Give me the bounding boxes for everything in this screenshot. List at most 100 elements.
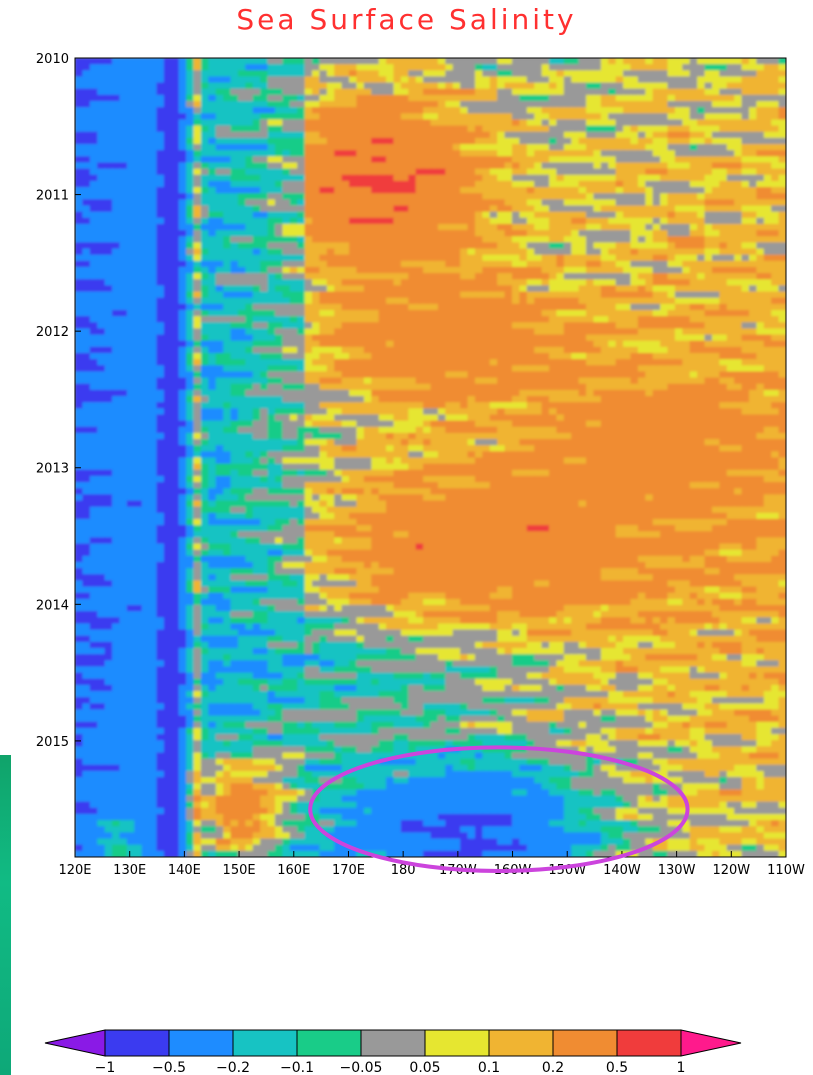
heatmap-cell bbox=[460, 371, 469, 379]
heatmap-cell bbox=[778, 156, 786, 164]
heatmap-cell bbox=[630, 371, 639, 379]
heatmap-cell bbox=[141, 162, 150, 170]
heatmap-cell bbox=[586, 125, 595, 133]
heatmap-cell bbox=[600, 88, 610, 96]
heatmap-cell bbox=[408, 346, 417, 354]
heatmap-cell bbox=[215, 125, 224, 133]
heatmap-cell bbox=[341, 101, 350, 108]
heatmap-cell bbox=[637, 174, 647, 182]
heatmap-cell bbox=[600, 346, 610, 354]
heatmap-cell bbox=[541, 353, 550, 360]
heatmap-cell bbox=[163, 150, 173, 158]
heatmap-cell bbox=[97, 260, 106, 268]
heatmap-cell bbox=[282, 168, 291, 176]
heatmap-cell bbox=[149, 150, 158, 158]
heatmap-cell bbox=[186, 285, 195, 293]
heatmap-cell bbox=[386, 248, 395, 256]
heatmap-cell bbox=[578, 242, 587, 250]
heatmap-cell bbox=[489, 101, 498, 108]
heatmap-cell bbox=[556, 353, 565, 360]
heatmap-cell bbox=[104, 236, 113, 244]
heatmap-cell bbox=[297, 113, 306, 121]
heatmap-cell bbox=[586, 168, 595, 176]
heatmap-cell bbox=[563, 125, 573, 133]
heatmap-cell bbox=[134, 162, 143, 170]
heatmap-cell bbox=[208, 334, 217, 342]
heatmap-cell bbox=[312, 371, 321, 379]
heatmap-cell bbox=[149, 217, 158, 225]
heatmap-cell bbox=[667, 150, 676, 158]
heatmap-cell bbox=[704, 58, 713, 65]
heatmap-cell bbox=[312, 156, 321, 164]
heatmap-cell bbox=[541, 279, 550, 287]
heatmap-cell bbox=[349, 359, 358, 367]
heatmap-cell bbox=[519, 58, 528, 65]
heatmap-cell bbox=[319, 58, 328, 65]
heatmap-cell bbox=[141, 205, 150, 213]
heatmap-cell bbox=[178, 168, 187, 176]
heatmap-cell bbox=[289, 162, 298, 170]
heatmap-cell bbox=[452, 107, 461, 115]
heatmap-cell bbox=[126, 162, 136, 170]
heatmap-cell bbox=[326, 279, 336, 287]
heatmap-cell bbox=[497, 236, 506, 244]
heatmap-cell bbox=[75, 119, 84, 127]
heatmap-cell bbox=[652, 371, 661, 379]
heatmap-cell bbox=[282, 328, 291, 336]
heatmap-cell bbox=[274, 285, 284, 293]
heatmap-cell bbox=[126, 187, 136, 195]
heatmap-cell bbox=[274, 260, 284, 268]
heatmap-cell bbox=[771, 217, 780, 225]
heatmap-cell bbox=[541, 371, 550, 379]
heatmap-cell bbox=[230, 205, 239, 213]
heatmap-cell bbox=[423, 131, 432, 139]
heatmap-cell bbox=[637, 316, 647, 324]
heatmap-cell bbox=[563, 353, 573, 360]
heatmap-cell bbox=[608, 144, 617, 151]
heatmap-cell bbox=[297, 64, 306, 72]
heatmap-cell bbox=[771, 94, 780, 102]
heatmap-cell bbox=[460, 260, 469, 268]
heatmap-cell bbox=[652, 328, 661, 336]
heatmap-cell bbox=[378, 334, 387, 342]
heatmap-cell bbox=[467, 94, 476, 102]
heatmap-cell bbox=[208, 119, 217, 127]
heatmap-cell bbox=[230, 285, 239, 293]
heatmap-cell bbox=[297, 137, 306, 145]
heatmap-cell bbox=[756, 64, 765, 72]
heatmap-cell bbox=[756, 107, 765, 115]
heatmap-cell bbox=[689, 156, 698, 164]
heatmap-cell bbox=[445, 94, 454, 102]
heatmap-cell bbox=[349, 58, 358, 65]
heatmap-cell bbox=[193, 58, 202, 65]
heatmap-cell bbox=[623, 328, 632, 336]
heatmap-cell bbox=[674, 260, 684, 268]
heatmap-cell bbox=[163, 82, 173, 90]
heatmap-cell bbox=[482, 223, 491, 231]
heatmap-cell bbox=[593, 199, 602, 207]
heatmap-cell bbox=[697, 273, 706, 281]
heatmap-cell bbox=[674, 248, 684, 256]
heatmap-cell bbox=[193, 180, 202, 188]
heatmap-cell bbox=[82, 248, 91, 256]
heatmap-cell bbox=[178, 248, 187, 256]
heatmap-cell bbox=[408, 70, 417, 78]
heatmap-cell bbox=[474, 162, 484, 170]
heatmap-cell bbox=[215, 328, 224, 336]
heatmap-cell bbox=[756, 76, 765, 84]
heatmap-cell bbox=[430, 223, 439, 231]
heatmap-cell bbox=[215, 334, 224, 342]
heatmap-cell bbox=[504, 260, 513, 268]
heatmap-cell bbox=[400, 76, 410, 84]
heatmap-cell bbox=[534, 162, 543, 170]
heatmap-cell bbox=[445, 119, 454, 127]
heatmap-cell bbox=[756, 303, 765, 311]
heatmap-cell bbox=[178, 328, 187, 336]
heatmap-cell bbox=[363, 119, 373, 127]
heatmap-cell bbox=[282, 254, 291, 262]
heatmap-cell bbox=[97, 156, 106, 164]
heatmap-cell bbox=[378, 70, 387, 78]
heatmap-cell bbox=[726, 322, 735, 330]
heatmap-cell bbox=[771, 340, 780, 348]
heatmap-cell bbox=[75, 199, 84, 207]
